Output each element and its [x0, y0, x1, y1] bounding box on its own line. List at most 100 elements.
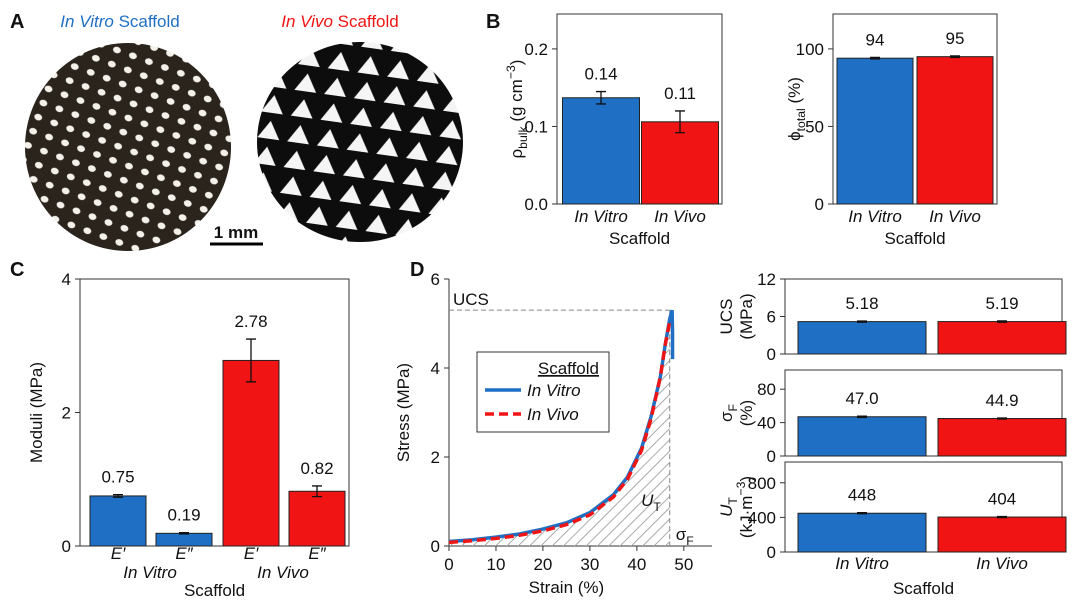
- legend-box: [476, 351, 610, 433]
- y-axis-label: UT: [717, 497, 740, 517]
- image-title: In Vivo Scaffold: [281, 12, 399, 31]
- y-axis-label: (MPa): [737, 293, 756, 339]
- x-axis-label: Scaffold: [884, 229, 945, 248]
- panel-letter: C: [10, 259, 24, 281]
- value-label: 448: [848, 486, 876, 505]
- error-bar: [997, 417, 1007, 420]
- error-bar: [179, 532, 189, 535]
- legend-label: In Vivo: [527, 405, 579, 424]
- bar: [836, 57, 914, 205]
- y-tick-label: 12: [757, 270, 776, 289]
- value-label: 0.82: [300, 459, 333, 478]
- toughness-area: [449, 319, 670, 546]
- label-part: −3: [504, 65, 518, 79]
- label-part: Scaffold: [114, 12, 180, 31]
- y-tick-label: 0: [62, 537, 71, 556]
- in-vitro-photo: [25, 43, 231, 251]
- y-tick-label: 40: [757, 414, 776, 433]
- x-tick-label: In Vitro: [574, 207, 628, 226]
- error-bar: [857, 320, 867, 323]
- x-tick-label: In Vitro: [835, 554, 889, 573]
- panel-letter: A: [10, 11, 24, 33]
- label-part: σ: [717, 411, 736, 422]
- value-label: 5.18: [845, 294, 878, 313]
- x-tick-label: E′: [111, 544, 126, 563]
- value-label: 0.14: [584, 65, 617, 84]
- x-tick-label: E′: [244, 544, 259, 563]
- plot-frame: [832, 13, 998, 205]
- x-axis-label: Strain (%): [529, 578, 605, 597]
- value-label: 44.9: [985, 391, 1018, 410]
- value-label: 0.11: [664, 84, 696, 103]
- y-axis-label: σF: [717, 404, 740, 422]
- series-line: [448, 320, 672, 545]
- y-tick-label: 0: [767, 345, 776, 364]
- error-bar: [596, 90, 606, 105]
- label-part: F: [726, 404, 740, 411]
- error-bar: [997, 515, 1007, 519]
- panel-letter: D: [410, 259, 424, 281]
- label-part: bulk: [516, 125, 530, 148]
- ucs-label: UCS: [453, 290, 489, 309]
- y-tick-label: 6: [767, 308, 776, 327]
- label-part: ): [507, 60, 526, 66]
- label-part: total: [794, 108, 808, 131]
- x-tick-label: 50: [674, 555, 693, 574]
- y-tick-label: 800: [748, 474, 776, 493]
- error-bar: [312, 485, 322, 498]
- y-tick-label: 0: [767, 447, 776, 466]
- value-label: 95: [946, 29, 965, 48]
- label-part: (%): [785, 77, 804, 108]
- error-bar: [870, 56, 880, 60]
- label-part: −3: [734, 481, 748, 495]
- label-part: U: [641, 491, 654, 510]
- fracture-label: σF: [676, 525, 694, 548]
- label-part: Scaffold: [333, 12, 399, 31]
- in-vivo-photo: [257, 42, 463, 242]
- y-tick-label: 2: [62, 404, 71, 423]
- x-tick-label: In Vivo: [654, 207, 706, 226]
- y-tick-label: 0.1: [524, 117, 548, 136]
- x-axis-label: Scaffold: [184, 581, 245, 600]
- label-part: Moduli (MPa): [27, 362, 46, 463]
- error-bar: [997, 320, 1007, 323]
- y-tick-label: 100: [796, 40, 824, 59]
- error-bar: [113, 493, 123, 498]
- error-bar: [950, 55, 960, 59]
- label-part: UCS: [717, 299, 736, 335]
- x-axis-label: Scaffold: [893, 579, 954, 598]
- x-tick-label: 0: [444, 555, 453, 574]
- y-tick-label: 4: [431, 359, 440, 378]
- group-label: In Vitro: [123, 563, 177, 582]
- bar: [797, 416, 927, 457]
- x-tick-label: 10: [487, 555, 506, 574]
- label-part: (g cm: [507, 79, 526, 126]
- label-part: (MPa): [737, 293, 756, 339]
- legend-title: Scaffold: [538, 359, 599, 378]
- legend-label: In Vitro: [527, 381, 581, 400]
- value-label: 5.19: [985, 294, 1018, 313]
- label-part: ): [737, 476, 756, 482]
- bar: [937, 418, 1067, 457]
- scale-bar-label: 1 mm: [214, 223, 258, 242]
- y-tick-label: 4: [62, 270, 71, 289]
- x-tick-label: E″: [175, 544, 193, 563]
- y-tick-label: 80: [757, 380, 776, 399]
- x-tick-label: In Vivo: [976, 554, 1028, 573]
- x-axis-label: Scaffold: [609, 229, 670, 248]
- label-part: σ: [676, 525, 687, 544]
- bar: [797, 512, 927, 553]
- label-part: In Vitro: [60, 12, 114, 31]
- bar: [641, 121, 719, 205]
- y-axis-label: Moduli (MPa): [27, 362, 46, 463]
- value-label: 0.75: [101, 468, 134, 487]
- y-axis-label: (%): [737, 400, 756, 426]
- bar: [89, 495, 147, 547]
- bar: [937, 516, 1067, 553]
- label-part: T: [726, 497, 740, 505]
- image-title: In Vitro Scaffold: [60, 12, 179, 31]
- value-label: 47.0: [845, 389, 878, 408]
- label-part: (%): [737, 400, 756, 426]
- y-axis-label: ϕtotal (%): [785, 77, 808, 141]
